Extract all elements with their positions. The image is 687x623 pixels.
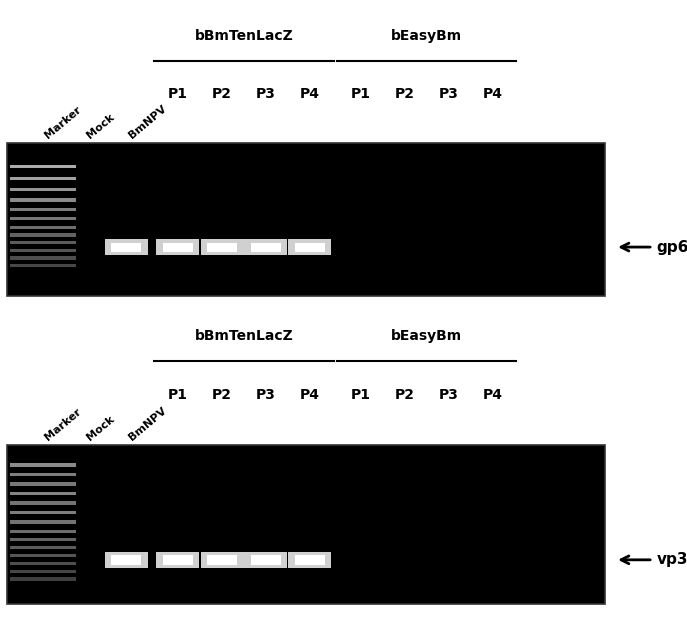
Bar bbox=[201, 552, 244, 568]
Bar bbox=[163, 242, 193, 252]
Bar bbox=[10, 546, 76, 549]
Bar bbox=[10, 198, 76, 202]
Bar bbox=[10, 188, 76, 191]
Bar bbox=[10, 241, 76, 244]
Text: P1: P1 bbox=[350, 87, 371, 100]
Text: P1: P1 bbox=[168, 87, 188, 100]
Bar bbox=[10, 502, 76, 505]
Text: BmNPV: BmNPV bbox=[126, 406, 168, 443]
Bar bbox=[251, 242, 281, 252]
Text: P4: P4 bbox=[483, 87, 503, 100]
Bar bbox=[289, 552, 331, 568]
Bar bbox=[10, 554, 76, 557]
Text: P4: P4 bbox=[483, 388, 503, 402]
Bar bbox=[10, 463, 76, 467]
Bar bbox=[157, 552, 199, 568]
Bar bbox=[105, 239, 148, 255]
Bar bbox=[10, 264, 76, 267]
Bar bbox=[10, 561, 76, 565]
Bar bbox=[289, 239, 331, 255]
Text: Mock: Mock bbox=[85, 112, 116, 141]
Text: vp39: vp39 bbox=[657, 553, 687, 568]
Text: Marker: Marker bbox=[43, 105, 83, 141]
Bar bbox=[10, 473, 76, 476]
Text: P3: P3 bbox=[256, 388, 275, 402]
Bar bbox=[10, 249, 76, 252]
Bar bbox=[10, 165, 76, 168]
Bar bbox=[201, 239, 244, 255]
Text: P1: P1 bbox=[350, 388, 371, 402]
Bar bbox=[10, 177, 76, 181]
Text: P2: P2 bbox=[395, 388, 415, 402]
Bar bbox=[10, 538, 76, 541]
Bar bbox=[10, 217, 76, 220]
Text: P4: P4 bbox=[300, 388, 320, 402]
Bar bbox=[10, 234, 76, 237]
Text: gp64: gp64 bbox=[657, 240, 687, 255]
Text: P1: P1 bbox=[168, 388, 188, 402]
Bar bbox=[207, 555, 237, 566]
Bar bbox=[163, 555, 193, 566]
Bar bbox=[295, 555, 325, 566]
Text: Marker: Marker bbox=[43, 407, 83, 443]
Bar bbox=[10, 492, 76, 495]
Bar bbox=[10, 530, 76, 533]
Bar bbox=[295, 242, 325, 252]
Bar bbox=[111, 555, 142, 566]
Text: P2: P2 bbox=[212, 87, 232, 100]
Bar bbox=[111, 242, 142, 252]
Text: P3: P3 bbox=[256, 87, 275, 100]
Bar bbox=[10, 226, 76, 229]
Bar bbox=[10, 257, 76, 260]
Bar bbox=[10, 482, 76, 486]
Bar bbox=[251, 555, 281, 566]
Bar bbox=[10, 511, 76, 514]
Text: bEasyBm: bEasyBm bbox=[391, 29, 462, 43]
Text: P3: P3 bbox=[438, 87, 458, 100]
Bar bbox=[207, 242, 237, 252]
Text: BmNPV: BmNPV bbox=[126, 103, 168, 141]
Bar bbox=[10, 578, 76, 581]
Text: Mock: Mock bbox=[85, 414, 116, 443]
Text: P2: P2 bbox=[395, 87, 415, 100]
Bar bbox=[105, 552, 148, 568]
Bar bbox=[244, 239, 287, 255]
Text: P2: P2 bbox=[212, 388, 232, 402]
Bar bbox=[10, 207, 76, 211]
Bar bbox=[244, 552, 287, 568]
Bar bbox=[10, 569, 76, 573]
Text: bBmTenLacZ: bBmTenLacZ bbox=[194, 328, 293, 343]
Text: bEasyBm: bEasyBm bbox=[391, 328, 462, 343]
Bar bbox=[157, 239, 199, 255]
Text: P4: P4 bbox=[300, 87, 320, 100]
Text: bBmTenLacZ: bBmTenLacZ bbox=[194, 29, 293, 43]
Text: P3: P3 bbox=[438, 388, 458, 402]
Bar bbox=[10, 520, 76, 524]
